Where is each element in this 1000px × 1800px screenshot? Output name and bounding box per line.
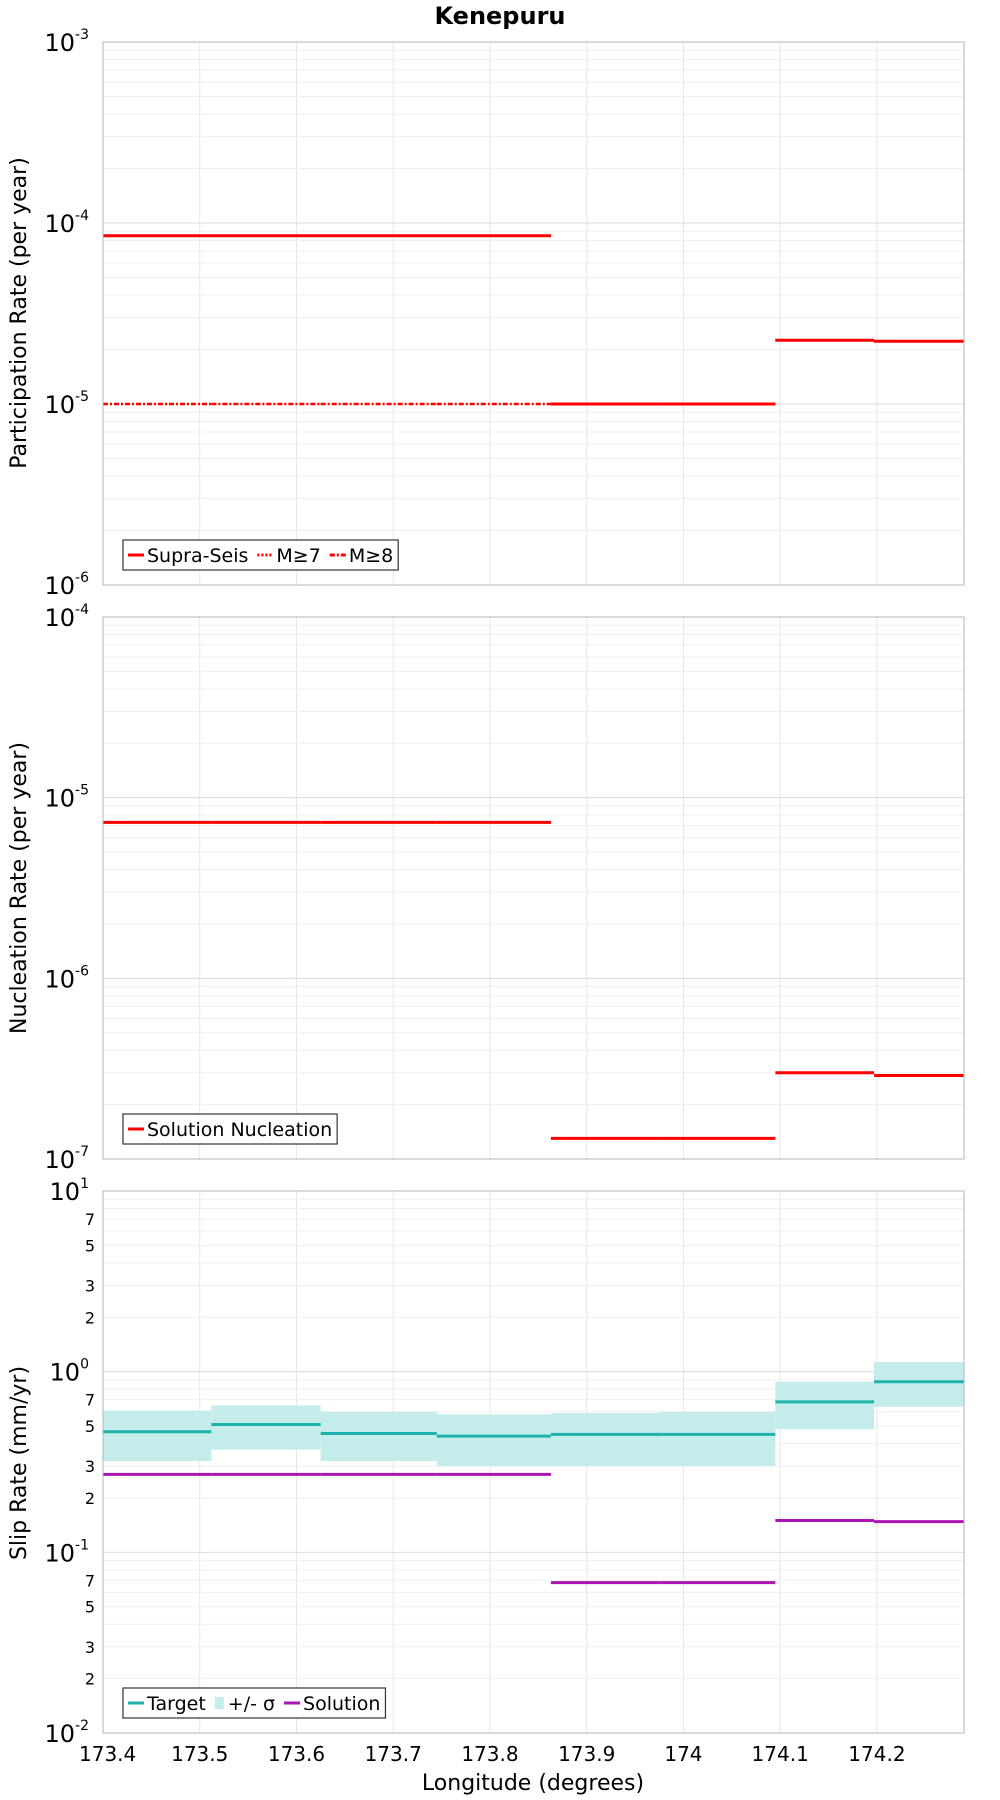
y-tick-label: 10-5 [44, 783, 89, 813]
y-tick-exponent: -5 [75, 783, 89, 799]
y-tick-base: 10 [44, 1720, 75, 1748]
y-tick-label: 10-7 [44, 1144, 89, 1174]
legend-box [122, 1687, 387, 1719]
legend: Target +/- σ Solution [122, 1687, 387, 1719]
x-tick-label: 174.2 [848, 1742, 905, 1766]
legend-swatch [214, 1697, 224, 1709]
x-tick-label: 173.8 [461, 1742, 518, 1766]
legend-background [123, 540, 399, 570]
y-tick-base: 10 [44, 1146, 75, 1174]
y-axis-label: Nucleation Rate (per year) [7, 742, 32, 1034]
sigma-band-segment [775, 1381, 875, 1430]
x-tick-label: 174 [664, 1742, 702, 1766]
plot-frame [102, 41, 965, 586]
y-minor-tick-label: 5 [85, 1598, 95, 1617]
plot-frame [102, 616, 965, 1160]
x-tick-label: 173.6 [268, 1742, 325, 1766]
y-tick-label: 10-6 [44, 570, 89, 600]
y-axis-label: Participation Rate (per year) [7, 157, 32, 469]
y-axis-label: Slip Rate (mm/yr) [7, 1366, 32, 1560]
y-minor-tick-label: 3 [85, 1457, 95, 1476]
y-tick-label: 101 [50, 1176, 89, 1206]
y-tick-base: 10 [44, 572, 75, 600]
legend-label: Target [146, 1693, 206, 1715]
y-minor-tick-label: 5 [85, 1417, 95, 1436]
y-tick-base: 10 [50, 1359, 81, 1387]
sigma-band-segment [436, 1414, 551, 1467]
y-tick-base: 10 [44, 604, 75, 632]
x-tick-label: 173.5 [171, 1742, 228, 1766]
y-tick-exponent: -7 [75, 1144, 89, 1160]
y-tick-exponent: -2 [75, 1718, 89, 1734]
legend-background [123, 1114, 338, 1144]
y-minor-tick-label: 7 [85, 1391, 95, 1410]
y-tick-base: 10 [44, 965, 75, 993]
y-tick-label: 10-5 [44, 389, 89, 419]
y-minor-tick-label: 7 [85, 1210, 95, 1229]
y-tick-label: 10-2 [44, 1718, 89, 1748]
y-minor-tick-label: 2 [85, 1489, 95, 1508]
x-tick-label: 174.1 [752, 1742, 809, 1766]
y-tick-base: 10 [44, 391, 75, 419]
y-tick-exponent: -5 [75, 389, 89, 405]
y-minor-tick-label: 3 [85, 1638, 95, 1657]
y-tick-label: 100 [50, 1357, 89, 1387]
y-tick-label: 10-1 [44, 1537, 89, 1567]
y-tick-exponent: 0 [80, 1357, 89, 1373]
y-minor-tick-label: 2 [85, 1308, 95, 1327]
sigma-band-segment [103, 1410, 212, 1462]
y-tick-base: 10 [44, 29, 75, 57]
legend-label: +/- σ [228, 1693, 275, 1715]
sigma-band-segment [320, 1411, 437, 1462]
y-tick-exponent: -6 [75, 570, 89, 586]
y-minor-tick-label: 3 [85, 1276, 95, 1295]
y-tick-exponent: 1 [80, 1176, 89, 1192]
sigma-band-segment [211, 1405, 321, 1450]
y-tick-exponent: -6 [75, 963, 89, 979]
legend-label: M≥7 [276, 545, 320, 567]
chart-title: Kenepuru [434, 2, 565, 30]
x-axis-label: Longitude (degrees) [422, 1771, 644, 1796]
y-minor-tick-label: 5 [85, 1236, 95, 1255]
x-tick-label: 173.7 [365, 1742, 422, 1766]
sigma-band-segment [661, 1411, 776, 1467]
legend-background [123, 1688, 386, 1718]
y-tick-base: 10 [50, 1178, 81, 1206]
sigma-band-segment [550, 1413, 662, 1467]
y-tick-label: 10-6 [44, 963, 89, 993]
x-tick-label: 173.4 [79, 1742, 136, 1766]
y-tick-exponent: -3 [75, 27, 89, 43]
legend: Supra-Seis M≥7 M≥8 [122, 539, 399, 571]
legend-box [122, 1113, 338, 1145]
legend-label: M≥8 [349, 545, 393, 567]
y-tick-base: 10 [44, 1539, 75, 1567]
y-tick-label: 10-3 [44, 27, 89, 57]
y-tick-exponent: -4 [75, 602, 89, 618]
y-tick-base: 10 [44, 785, 75, 813]
legend-box [122, 539, 399, 571]
plot-frame [102, 1190, 965, 1734]
sigma-band-segment [874, 1362, 964, 1407]
y-tick-base: 10 [44, 210, 75, 238]
y-minor-tick-label: 2 [85, 1670, 95, 1689]
legend-label: Solution Nucleation [147, 1119, 332, 1141]
legend: Solution Nucleation [122, 1113, 338, 1145]
y-minor-tick-label: 7 [85, 1571, 95, 1590]
x-tick-label: 173.9 [558, 1742, 615, 1766]
y-tick-label: 10-4 [44, 208, 89, 238]
y-tick-exponent: -4 [75, 208, 89, 224]
legend-label: Solution [303, 1693, 380, 1715]
legend-label: Supra-Seis [147, 545, 248, 567]
y-tick-label: 10-4 [44, 602, 89, 632]
y-tick-exponent: -1 [75, 1537, 89, 1553]
